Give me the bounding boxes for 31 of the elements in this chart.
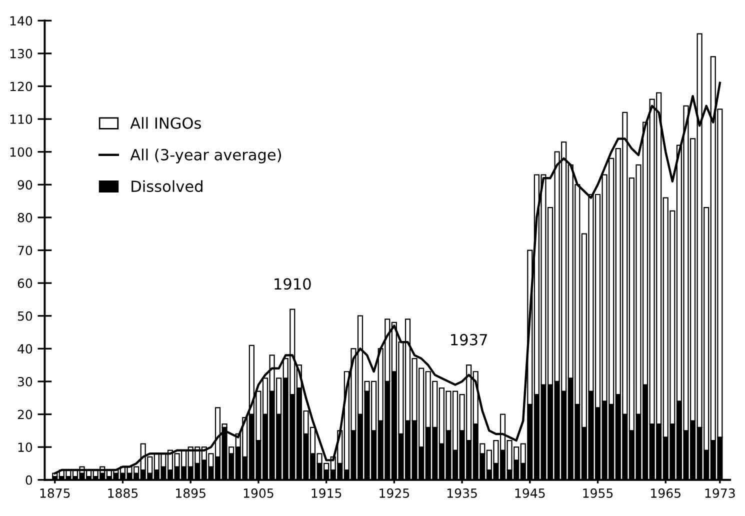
x-tick-label: 1945 [515, 488, 545, 498]
y-tick-label: 40 [18, 344, 32, 354]
y-tick-label: 110 [10, 114, 32, 124]
legend-label: All INGOs [130, 117, 201, 129]
y-tick-label: 130 [10, 48, 32, 58]
x-tick-label: 1895 [176, 488, 206, 498]
y-tick-label: 80 [18, 212, 32, 222]
x-tick-label: 1885 [108, 488, 138, 498]
legend-label: All (3-year average) [130, 148, 281, 164]
y-tick-label: 120 [10, 82, 32, 92]
x-tick-label: 1905 [244, 488, 274, 498]
y-tick-label: 30 [18, 376, 32, 386]
y-tick-label: 100 [10, 147, 32, 157]
y-tick-label: 60 [18, 278, 32, 288]
x-tick-label: 1875 [40, 488, 70, 498]
x-tick-label: 1955 [583, 488, 613, 498]
x-tick-label: 1965 [651, 488, 680, 498]
y-tick-label: 20 [18, 410, 32, 420]
y-tick-label: 10 [18, 442, 32, 452]
annotation: 1937 [451, 334, 487, 346]
x-tick-label: 1973 [705, 488, 735, 498]
annotation: 1910 [274, 278, 311, 290]
y-tick-label: 90 [18, 180, 32, 190]
y-tick-label: 140 [10, 16, 32, 26]
legend-label: Dissolved [132, 180, 202, 192]
y-tick-label: 0 [26, 475, 32, 485]
y-tick-label: 50 [18, 311, 32, 321]
x-tick-label: 1935 [448, 488, 477, 498]
x-tick-label: 1915 [312, 488, 342, 498]
y-tick-label: 70 [18, 246, 32, 256]
x-tick-label: 1925 [380, 488, 409, 498]
